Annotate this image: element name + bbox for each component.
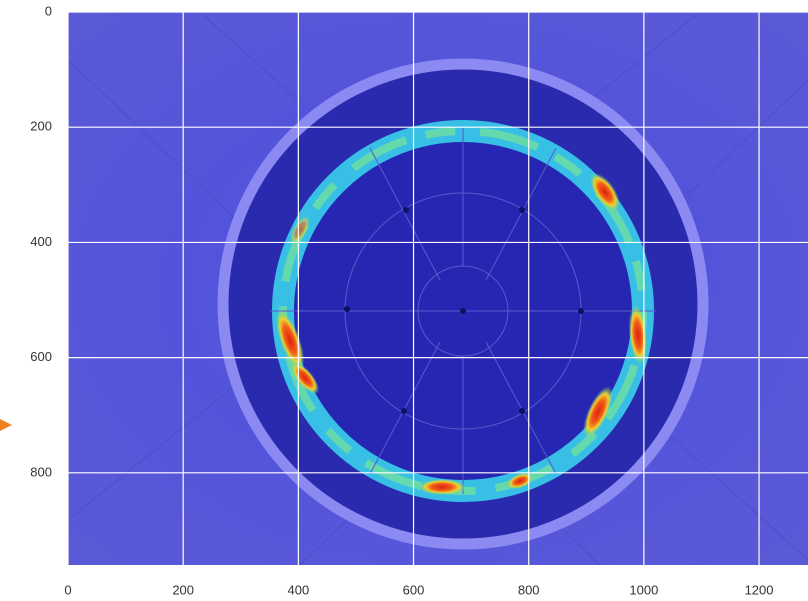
chart: 0 200 400 600 800 1000 1200 0 200 400 600 800 <box>0 0 808 601</box>
x-tick-label: 400 <box>287 582 309 597</box>
x-tick-label: 1200 <box>745 582 774 597</box>
x-tick-label: 200 <box>172 582 194 597</box>
x-tick-label: 800 <box>518 582 540 597</box>
x-tick-label: 0 <box>64 582 71 597</box>
y-tick-label: 400 <box>30 234 52 249</box>
x-tick-label: 1000 <box>629 582 658 597</box>
image <box>68 12 808 565</box>
arrow-marker <box>0 419 12 431</box>
y-tick-label: 0 <box>45 3 52 18</box>
x-tick-label: 600 <box>403 582 425 597</box>
y-tick-label: 800 <box>30 464 52 479</box>
y-tick-label: 600 <box>30 349 52 364</box>
y-tick-label: 200 <box>30 119 52 134</box>
